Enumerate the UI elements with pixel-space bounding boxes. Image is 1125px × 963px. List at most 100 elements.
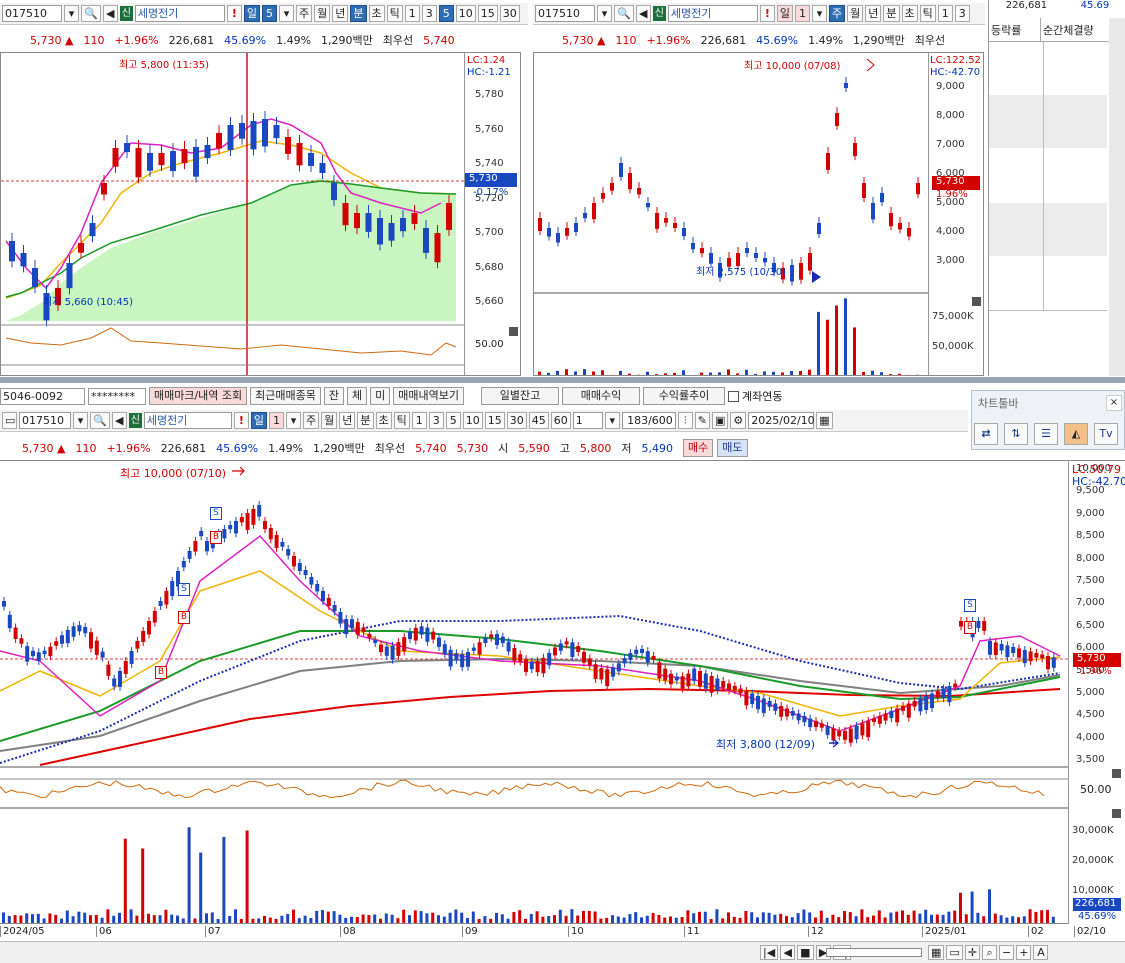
period-tab-5[interactable]: 틱 <box>393 412 410 429</box>
speaker-icon[interactable]: ◀ <box>111 412 127 429</box>
minute-tab-0[interactable]: 1 <box>411 412 427 429</box>
close-icon[interactable] <box>509 327 518 336</box>
minute-tab-4[interactable]: 15 <box>484 412 505 429</box>
minute-tab-3[interactable]: 10 <box>462 412 483 429</box>
speaker-icon[interactable]: ◀ <box>635 5 651 22</box>
plus-icon[interactable]: + <box>1016 945 1032 960</box>
first-icon[interactable]: |◀ <box>760 945 779 960</box>
trade-history-button[interactable]: 매매내역보기 <box>393 387 465 405</box>
close-icon[interactable] <box>1112 769 1121 778</box>
stock-code-input[interactable]: 017510 <box>19 412 71 429</box>
indicator-icon[interactable]: ⫶ <box>677 412 693 429</box>
list-icon[interactable]: ☰ <box>1034 423 1058 445</box>
chevron-down-icon[interactable]: ▾ <box>812 5 828 22</box>
stock-code-input[interactable]: 017510 <box>2 5 62 22</box>
unfilled-button[interactable]: 미 <box>370 387 391 405</box>
left-intraday-chart[interactable]: 최고 5,800 (11:35) 최저 5,660 (10:45) LC:1.2… <box>0 52 521 376</box>
period-tab-2[interactable]: 년 <box>865 5 882 22</box>
account-link-checkbox[interactable] <box>728 390 740 402</box>
minute-tab-0[interactable]: 1 <box>404 5 420 22</box>
compare-icon[interactable]: ⇅ <box>1004 423 1028 445</box>
period-tab-5[interactable]: 틱 <box>386 5 403 22</box>
alert-button[interactable]: ! <box>759 5 775 22</box>
period-tab-2[interactable]: 년 <box>332 5 349 22</box>
recent-trade-button[interactable]: 최근매매종목 <box>250 387 321 405</box>
stop-icon[interactable]: ■ <box>797 945 814 960</box>
period-tab-0[interactable]: 주 <box>829 5 846 22</box>
trade-mark-button[interactable]: 매매마크/내역 조회 <box>149 387 248 405</box>
period-num-button[interactable]: 1 <box>269 412 285 429</box>
password-input[interactable]: ******** <box>88 387 146 405</box>
right-daily-chart[interactable]: 최고 10,000 (07/08) 최저 2,575 (10/30) LC:12… <box>533 52 984 376</box>
buy-button[interactable]: 매수 <box>683 439 714 457</box>
dropdown-icon[interactable]: ▾ <box>64 5 79 22</box>
minute-tab-4[interactable]: 15 <box>477 5 498 22</box>
account-number-input[interactable]: 5046-0092 <box>0 387 85 405</box>
minute-tab-1[interactable]: 3 <box>428 412 444 429</box>
dropdown-icon[interactable]: ▾ <box>597 5 612 22</box>
chevron-down-icon[interactable]: ▾ <box>279 5 295 22</box>
period-tab-0[interactable]: 주 <box>296 5 313 22</box>
window-icon[interactable]: ▭ <box>946 945 963 960</box>
daily-balance-button[interactable]: 일별잔고 <box>481 387 560 405</box>
scroll-slider[interactable] <box>826 948 922 957</box>
chevron-down-icon[interactable]: ▾ <box>286 412 302 429</box>
move-icon[interactable]: ✛ <box>964 945 981 960</box>
period-day-button[interactable]: 일 <box>243 5 261 22</box>
executed-button[interactable]: 체 <box>347 387 368 405</box>
minute-tab-5[interactable]: 30 <box>506 412 527 429</box>
stock-name-field[interactable]: 세명전기 <box>667 5 758 22</box>
period-day-button[interactable]: 일 <box>250 412 268 429</box>
search-icon[interactable]: 🔍 <box>81 5 101 22</box>
prev-icon[interactable]: ◀ <box>780 945 796 960</box>
link-icon[interactable]: ⇄ <box>974 423 998 445</box>
minute-tab-3[interactable]: 10 <box>455 5 476 22</box>
period-tab-4[interactable]: 초 <box>901 5 918 22</box>
period-tab-3[interactable]: 분 <box>350 5 367 22</box>
count-select[interactable]: 1 <box>572 412 603 429</box>
period-num-button[interactable]: 1 <box>795 5 811 22</box>
minute-tab-2[interactable]: 5 <box>445 412 461 429</box>
minute-tab-2[interactable]: 5 <box>438 5 454 22</box>
period-tab-0[interactable]: 주 <box>303 412 320 429</box>
minute-tab-5[interactable]: 30 <box>499 5 520 22</box>
period-tab-1[interactable]: 월 <box>321 412 338 429</box>
alert-button[interactable]: ! <box>233 412 249 429</box>
stock-name-field[interactable]: 세명전기 <box>134 5 225 22</box>
period-tab-1[interactable]: 월 <box>847 5 864 22</box>
minus-icon[interactable]: − <box>999 945 1015 960</box>
area-chart-icon[interactable]: ◭ <box>1064 423 1088 445</box>
minute-tab-1[interactable]: 3 <box>421 5 437 22</box>
close-icon[interactable]: × <box>1106 395 1122 411</box>
stock-name-field[interactable]: 세명전기 <box>143 412 232 429</box>
period-tab-5[interactable]: 틱 <box>919 5 936 22</box>
draw-icon[interactable]: ✎ <box>694 412 710 429</box>
alert-button[interactable]: ! <box>226 5 242 22</box>
grid-icon[interactable]: ▦ <box>928 945 945 960</box>
window-icon[interactable]: ▭ <box>2 412 17 429</box>
minute-tab-0[interactable]: 1 <box>937 5 953 22</box>
chevron-down-icon[interactable]: ▾ <box>604 412 620 429</box>
minute-tab-6[interactable]: 45 <box>528 412 549 429</box>
close-icon[interactable] <box>972 297 981 306</box>
balance-button[interactable]: 잔 <box>323 387 345 405</box>
period-tab-1[interactable]: 월 <box>314 5 331 22</box>
search-icon[interactable]: 🔍 <box>90 412 110 429</box>
sell-button[interactable]: 매도 <box>717 439 748 457</box>
period-day-button[interactable]: 일 <box>776 5 794 22</box>
date-input[interactable]: 2025/02/10 <box>748 412 815 429</box>
scrollbar[interactable] <box>1109 18 1125 376</box>
close-icon[interactable] <box>1112 809 1121 818</box>
minute-tab-1[interactable]: 3 <box>954 5 970 22</box>
save-icon[interactable]: ▣ <box>712 412 729 429</box>
zoom-out-icon[interactable]: ⌕ <box>982 945 998 960</box>
window-splitter[interactable] <box>0 377 1125 383</box>
trade-profit-button[interactable]: 매매수익 <box>562 387 641 405</box>
period-tab-3[interactable]: 분 <box>883 5 900 22</box>
dropdown-icon[interactable]: ▾ <box>73 412 88 429</box>
yield-trend-button[interactable]: 수익률추이 <box>643 387 726 405</box>
font-icon[interactable]: A <box>1033 945 1049 960</box>
stock-code-input[interactable]: 017510 <box>535 5 595 22</box>
period-tab-3[interactable]: 분 <box>357 412 374 429</box>
